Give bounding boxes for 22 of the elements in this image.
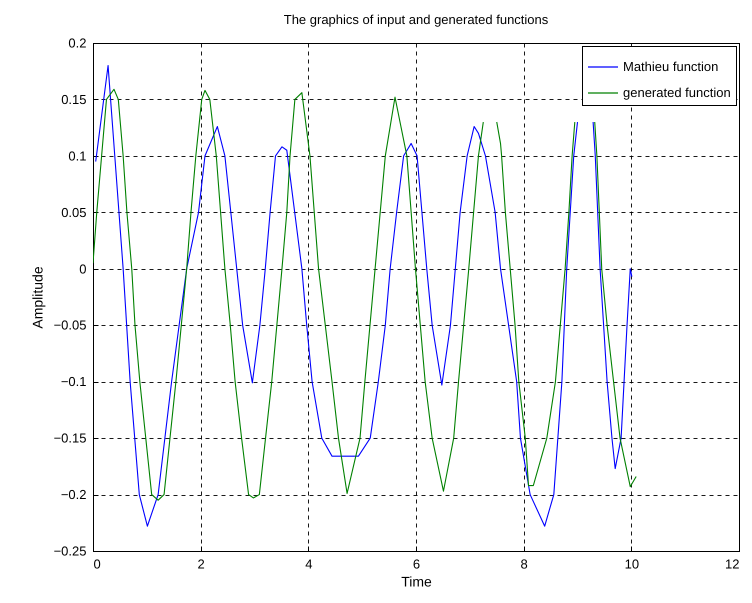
y-tick-label: −0.1: [60, 374, 86, 390]
y-tick-label: 0: [79, 261, 86, 276]
y-tick-label: −0.15: [54, 430, 86, 446]
y-tick-label: 0.05: [61, 204, 86, 220]
x-tick-label: 10: [624, 556, 640, 572]
x-tick-label: 6: [412, 556, 420, 572]
chart-title: The graphics of input and generated functions: [284, 12, 549, 27]
x-tick-label: 0: [94, 556, 101, 572]
legend-label: generated function: [623, 85, 731, 100]
y-tick-label: −0.25: [54, 544, 86, 558]
x-tick-label: 8: [520, 556, 528, 572]
x-tick-label: 2: [198, 556, 205, 572]
y-tick-label: −0.05: [54, 318, 86, 333]
y-tick-label: 0.15: [61, 92, 86, 107]
legend-label: Mathieu function: [623, 59, 718, 74]
x-tick-label: 4: [305, 556, 312, 572]
x-tick-label: 12: [725, 556, 740, 572]
y-tick-label: 0.1: [68, 148, 86, 164]
y-tick-label: −0.2: [60, 487, 86, 502]
y-axis-title: Amplitude: [30, 266, 46, 329]
y-tick-label: 0.2: [68, 36, 86, 50]
x-axis-title: Time: [401, 574, 432, 590]
